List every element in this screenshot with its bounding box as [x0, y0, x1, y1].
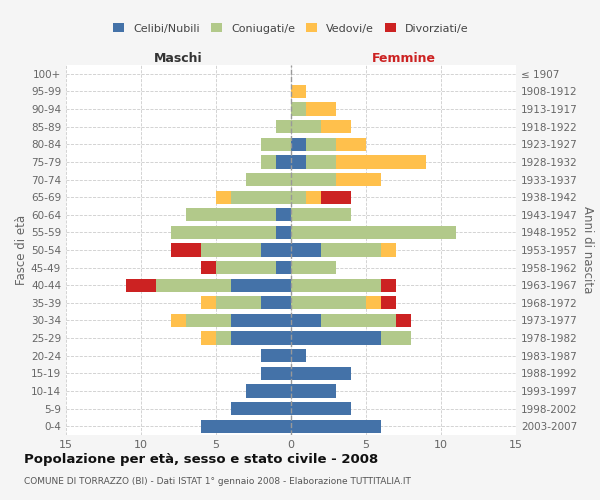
Bar [201, 296, 216, 310]
Bar [291, 314, 321, 327]
Bar [291, 173, 336, 186]
Bar [291, 208, 351, 222]
Bar [291, 226, 456, 239]
Bar [276, 208, 291, 222]
Bar [171, 244, 201, 256]
Text: Maschi: Maschi [154, 52, 203, 65]
Bar [321, 314, 396, 327]
Bar [261, 156, 276, 168]
Bar [216, 261, 276, 274]
Bar [291, 156, 306, 168]
Bar [201, 332, 216, 344]
Bar [231, 278, 291, 292]
Bar [201, 261, 216, 274]
Bar [156, 278, 231, 292]
Bar [306, 156, 336, 168]
Bar [231, 402, 291, 415]
Bar [231, 332, 291, 344]
Bar [291, 384, 336, 398]
Bar [261, 138, 291, 151]
Bar [366, 296, 381, 310]
Bar [261, 296, 291, 310]
Text: Popolazione per età, sesso e stato civile - 2008: Popolazione per età, sesso e stato civil… [24, 452, 378, 466]
Bar [291, 190, 306, 204]
Bar [381, 296, 396, 310]
Bar [276, 120, 291, 134]
Bar [276, 226, 291, 239]
Y-axis label: Fasce di età: Fasce di età [15, 215, 28, 285]
Text: COMUNE DI TORRAZZO (BI) - Dati ISTAT 1° gennaio 2008 - Elaborazione TUTTITALIA.I: COMUNE DI TORRAZZO (BI) - Dati ISTAT 1° … [24, 478, 411, 486]
Bar [291, 85, 306, 98]
Bar [321, 244, 381, 256]
Bar [336, 138, 366, 151]
Bar [336, 173, 381, 186]
Bar [381, 332, 411, 344]
Bar [381, 244, 396, 256]
Bar [291, 138, 306, 151]
Bar [216, 190, 231, 204]
Text: Femmine: Femmine [371, 52, 436, 65]
Bar [291, 296, 366, 310]
Bar [291, 120, 321, 134]
Bar [171, 314, 186, 327]
Bar [291, 420, 381, 433]
Bar [261, 366, 291, 380]
Bar [291, 349, 306, 362]
Bar [321, 190, 351, 204]
Bar [231, 314, 291, 327]
Bar [186, 314, 231, 327]
Bar [246, 384, 291, 398]
Y-axis label: Anni di nascita: Anni di nascita [581, 206, 594, 294]
Bar [291, 261, 336, 274]
Bar [291, 244, 321, 256]
Bar [381, 278, 396, 292]
Bar [291, 102, 306, 116]
Bar [336, 156, 426, 168]
Bar [276, 156, 291, 168]
Bar [186, 208, 276, 222]
Bar [201, 244, 261, 256]
Bar [321, 120, 351, 134]
Bar [171, 226, 276, 239]
Bar [261, 349, 291, 362]
Bar [216, 332, 231, 344]
Bar [306, 138, 336, 151]
Bar [261, 244, 291, 256]
Bar [246, 173, 291, 186]
Bar [306, 102, 336, 116]
Bar [216, 296, 261, 310]
Bar [276, 261, 291, 274]
Bar [201, 420, 291, 433]
Bar [291, 402, 351, 415]
Bar [291, 278, 381, 292]
Bar [126, 278, 156, 292]
Bar [291, 332, 381, 344]
Bar [291, 366, 351, 380]
Bar [231, 190, 291, 204]
Bar [396, 314, 411, 327]
Legend: Celibi/Nubili, Coniugati/e, Vedovi/e, Divorziati/e: Celibi/Nubili, Coniugati/e, Vedovi/e, Di… [109, 19, 473, 38]
Bar [306, 190, 321, 204]
